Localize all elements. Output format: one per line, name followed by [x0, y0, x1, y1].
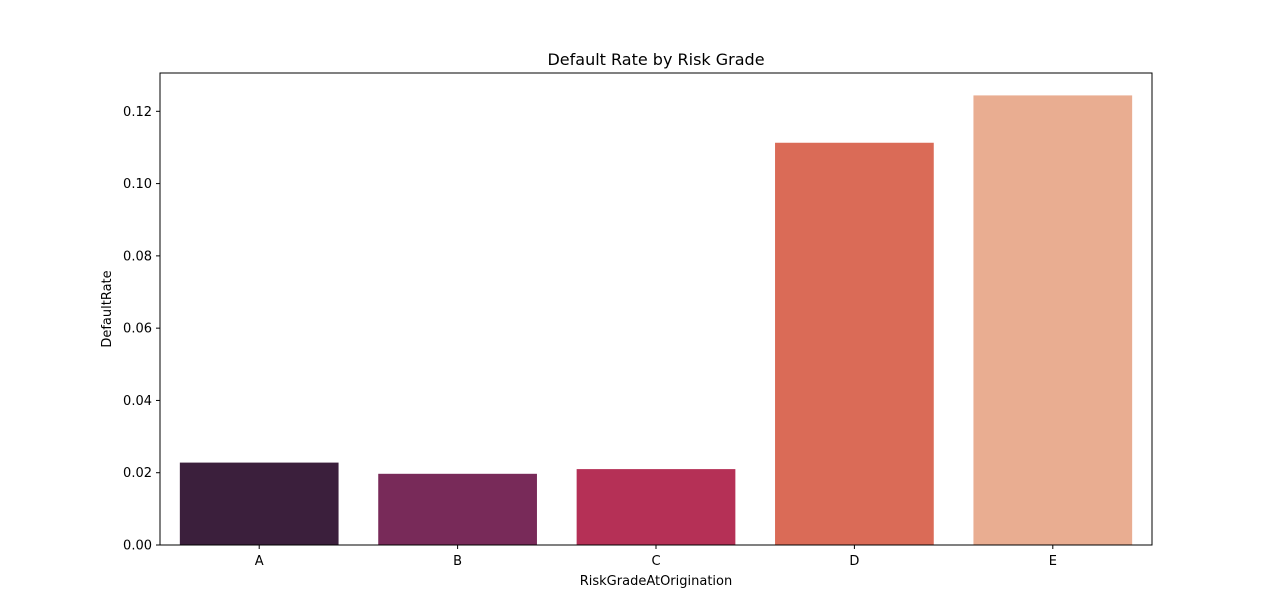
- y-tick-label: 0.10: [123, 177, 152, 192]
- x-tick-label: C: [651, 554, 660, 569]
- y-tick-label: 0.08: [123, 249, 152, 264]
- y-axis-label: DefaultRate: [100, 270, 115, 347]
- bar-c: [576, 469, 736, 545]
- y-axis: 0.00 0.02 0.04 0.06 0.08 0.10 0.12: [123, 105, 160, 554]
- x-tick-label: D: [849, 554, 859, 569]
- bar-d: [775, 142, 934, 546]
- x-tick-label: E: [1049, 554, 1057, 569]
- bar-e: [973, 95, 1133, 545]
- y-tick-label: 0.04: [123, 394, 152, 409]
- x-axis: A B C D E: [255, 545, 1057, 569]
- chart-title: Default Rate by Risk Grade: [547, 50, 764, 69]
- bar-b: [378, 473, 537, 545]
- bars-group: [179, 95, 1133, 546]
- bar-a: [179, 462, 339, 545]
- x-axis-label: RiskGradeAtOrigination: [580, 574, 733, 589]
- x-tick-label: B: [453, 554, 462, 569]
- x-tick-label: A: [255, 554, 264, 569]
- y-tick-label: 0.06: [123, 322, 152, 337]
- y-tick-label: 0.02: [123, 466, 152, 481]
- y-tick-label: 0.00: [123, 539, 152, 554]
- y-tick-label: 0.12: [123, 105, 152, 120]
